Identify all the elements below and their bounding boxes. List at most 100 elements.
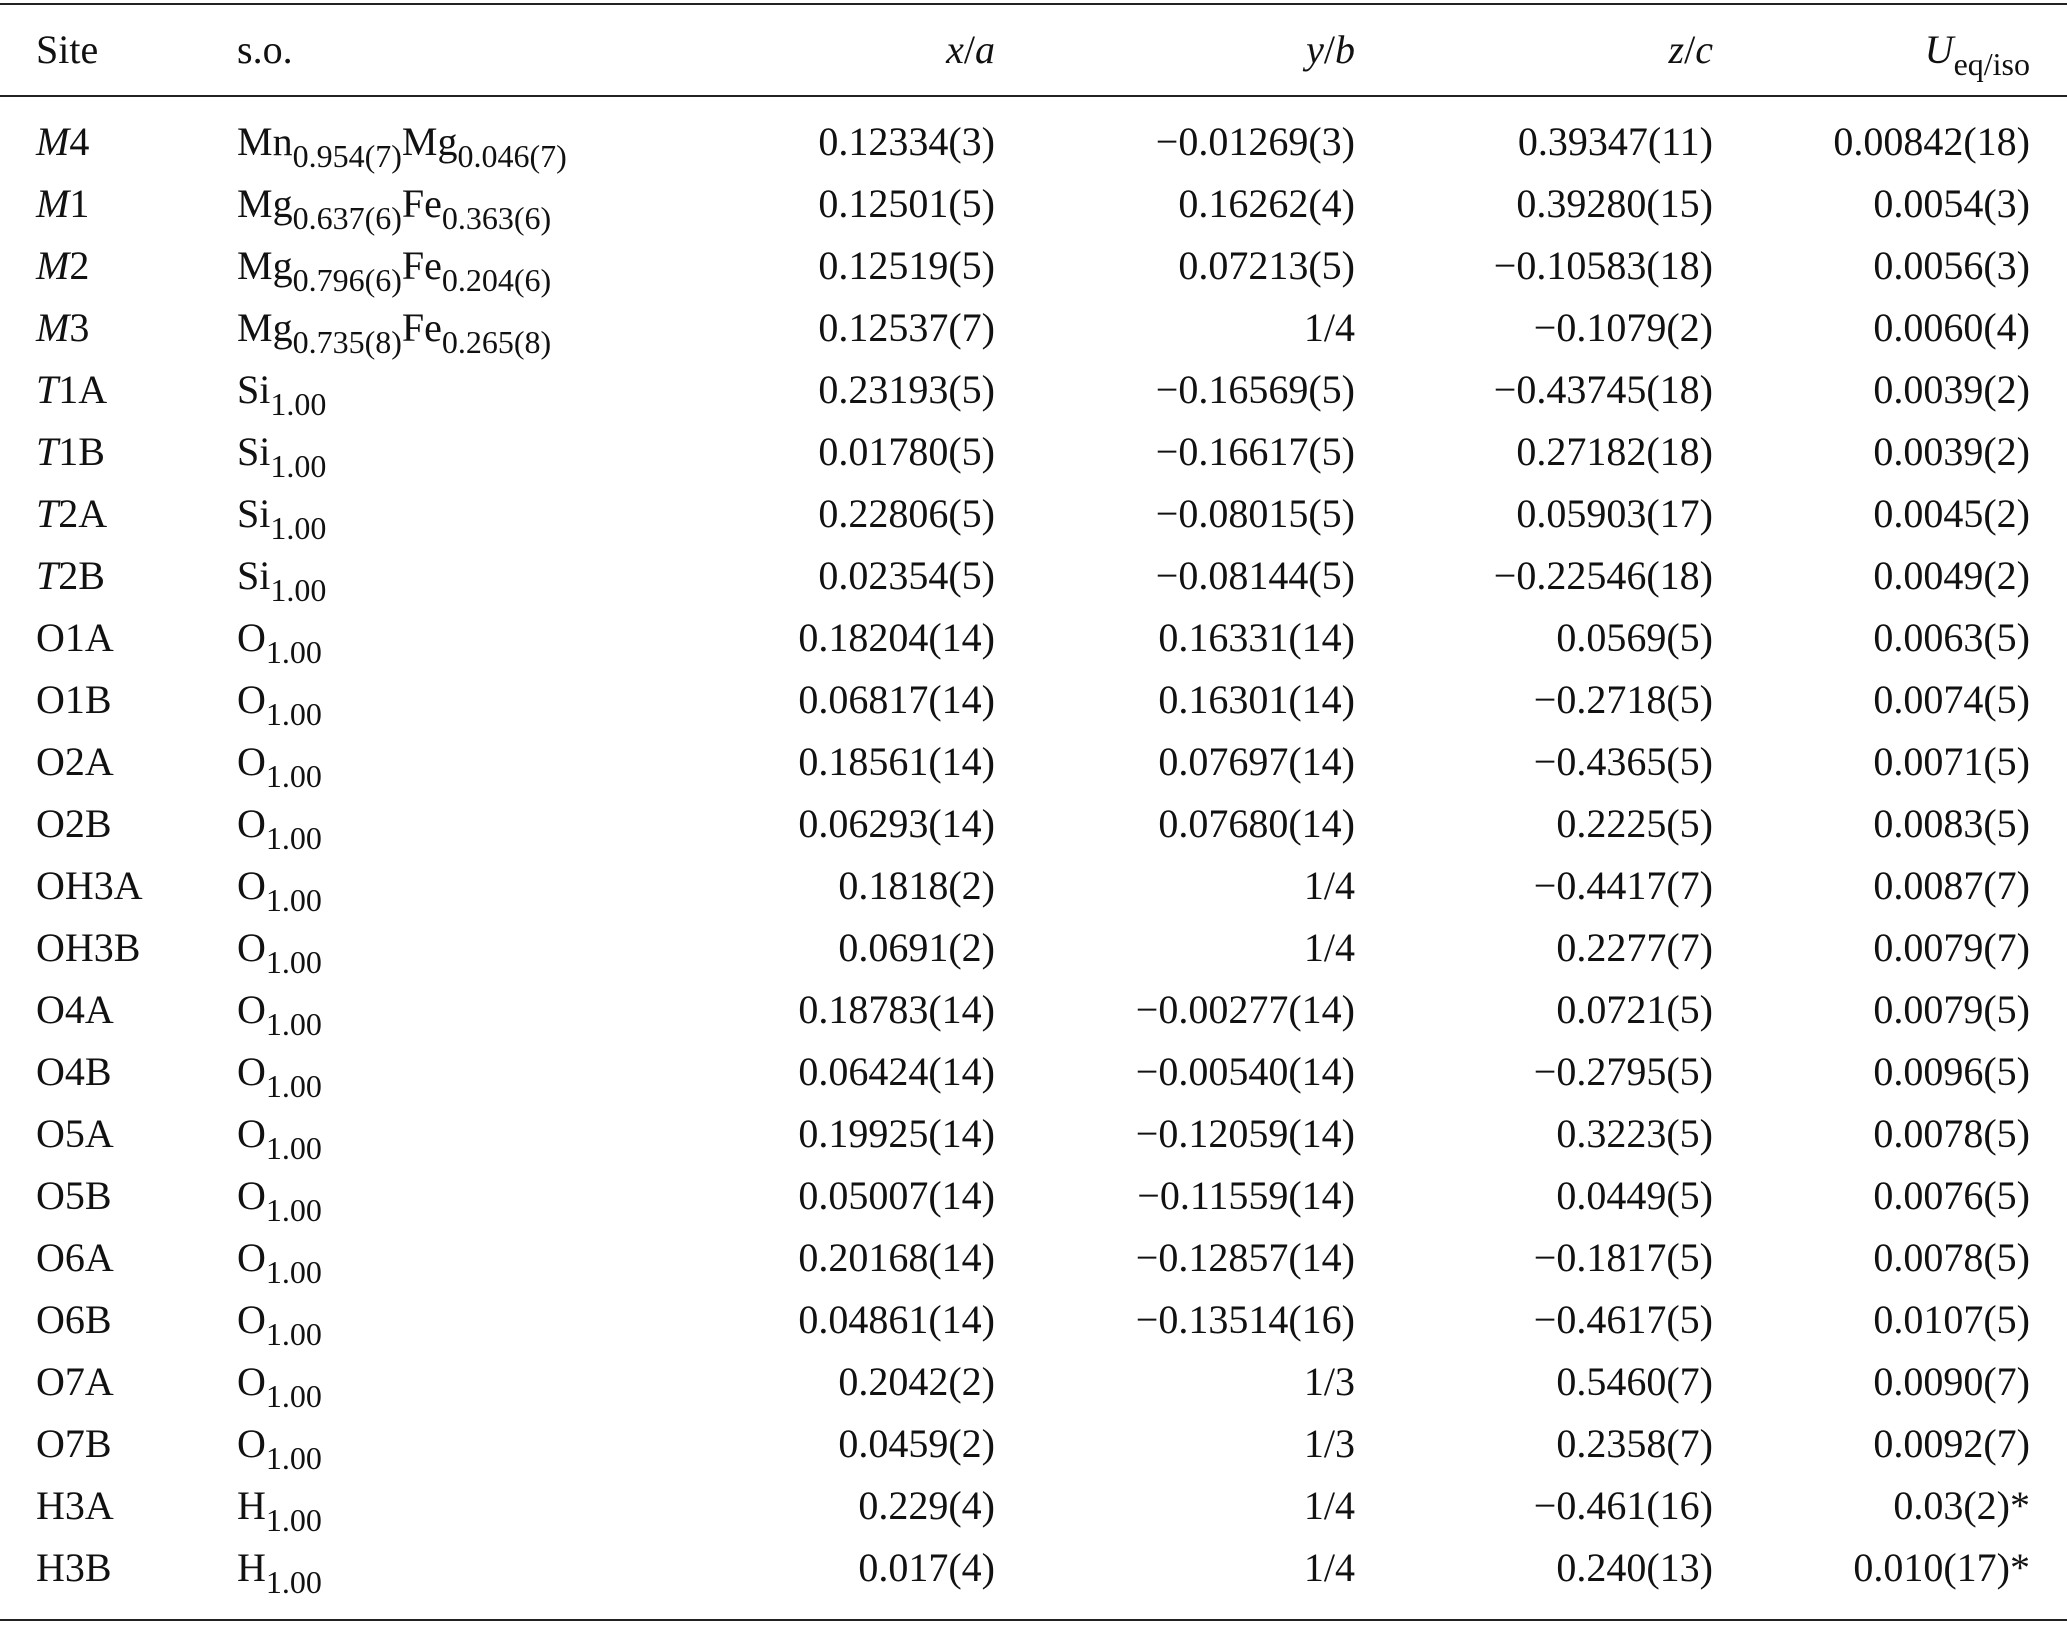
subscript: 1.00 [265,1564,322,1601]
table-cell: O1.00 [237,1165,760,1227]
table-cell: 0.1818(2) [838,863,995,908]
table-cell: 0.0079(7) [1873,925,2030,970]
table-cell: 0.0076(5) [1873,1173,2030,1218]
coordinates-table: Site s.o. x/a y/b z/c Ueq/iso M4 Mn0.954(7)Mg0… [0,3,2067,1621]
table-cell: 0.22806(5) [818,491,995,536]
table-row: M3 Mg0.735(8)Fe0.265(8) 0.12537(7) 1/4 −0.10… [0,297,2067,359]
table-cell: 0.5460(7) [1556,1359,1713,1404]
table-cell: 0.05007(14) [798,1173,995,1218]
table-cell: 0.07680(14) [1158,801,1355,846]
table-cell: O4B [36,1049,112,1094]
table-cell: O1.00 [237,1227,760,1289]
subscript: 0.796(6) [292,262,402,299]
table-cell: 0.0039(2) [1873,367,2030,412]
table-cell: H1.00 [237,1537,760,1620]
table-cell: 1/3 [1303,1359,1355,1404]
table-row: O1A O1.00 0.18204(14) 0.16331(14) 0.0569(5) 0… [0,607,2067,669]
table-cell: −0.12059(14) [1135,1111,1355,1156]
subscript: 1.00 [265,882,322,919]
table-cell: 0.0090(7) [1873,1359,2030,1404]
table-cell: 0.240(13) [1556,1545,1713,1590]
table-cell: 0.0449(5) [1556,1173,1713,1218]
table-cell: Mg0.735(8)Fe0.265(8) [237,297,760,359]
text: s.o. [237,27,293,72]
table-cell: 0.06293(14) [798,801,995,846]
table-cell: M2 [0,235,237,297]
italic-text: c [1695,27,1713,72]
table-cell: 0.00842(18) [1833,119,2030,164]
text: O [237,1111,266,1156]
table-cell: O1.00 [237,1289,760,1351]
table-cell: −0.00277(14) [1135,987,1355,1032]
text: H [237,1483,266,1528]
table-cell: −0.00540(14) [1135,1049,1355,1094]
table-cell: 0.229(4) [858,1483,995,1528]
text: / [1684,27,1696,72]
table-cell: 0.2277(7) [1556,925,1713,970]
subscript: 0.046(7) [457,138,567,175]
text: O [237,739,266,784]
text: O [237,925,266,970]
table-cell: 0.18561(14) [798,739,995,784]
text: 1A [58,367,108,412]
table-cell: 0.0056(3) [1873,243,2030,288]
table-row: OH3A O1.00 0.1818(2) 1/4 −0.4417(7) 0.0087(7) [0,855,2067,917]
subscript: 1.00 [265,1006,322,1043]
italic-text: z [1668,27,1685,72]
text: Si [237,429,271,474]
table-cell: 0.2042(2) [838,1359,995,1404]
table-cell: O1B [36,677,112,722]
table-cell: 0.0569(5) [1556,615,1713,660]
text: 1 [69,181,90,226]
table-cell: 0.0459(2) [838,1421,995,1466]
table-cell: 1/4 [1303,1545,1355,1590]
table-row: O4A O1.00 0.18783(14) −0.00277(14) 0.0721(5)… [0,979,2067,1041]
text: Si [237,553,271,598]
table-row: M1 Mg0.637(6)Fe0.363(6) 0.12501(5) 0.16262(… [0,173,2067,235]
table-cell: O7B [36,1421,112,1466]
table-cell: 0.0063(5) [1873,615,2030,660]
table-cell: 0.0107(5) [1873,1297,2030,1342]
table-cell: 0.0083(5) [1873,801,2030,846]
table-cell: 0.05903(17) [1516,491,1713,536]
subscript: 1.00 [265,1378,322,1415]
table-cell: 0.01780(5) [818,429,995,474]
table-cell: T2A [0,483,237,545]
text: Site [36,27,99,72]
table-cell: 1/4 [1303,305,1355,350]
table-cell: Si1.00 [237,483,760,545]
text: Fe [401,243,442,288]
table-cell: O6B [36,1297,112,1342]
text: Mg [237,243,293,288]
table-cell: 0.017(4) [858,1545,995,1590]
table-row: T2B Si1.00 0.02354(5) −0.08144(5) −0.22546(1… [0,545,2067,607]
subscript: 1.00 [265,1440,322,1477]
table-cell: −0.461(16) [1533,1483,1713,1528]
text: O [237,1049,266,1094]
table-cell: −0.01269(3) [1155,119,1355,164]
table-row: O4B O1.00 0.06424(14) −0.00540(14) −0.2795(5… [0,1041,2067,1103]
table-cell: O2A [36,739,114,784]
table-cell: O1.00 [237,979,760,1041]
text: Mn [237,119,293,164]
table-cell: 0.39347(11) [1517,119,1713,164]
table-cell: 0.2225(5) [1556,801,1713,846]
text: O [237,1235,266,1280]
table-cell: O5B [36,1173,112,1218]
table-cell: 0.16301(14) [1158,677,1355,722]
subscript: 1.00 [265,1316,322,1353]
italic-text: T [36,491,59,536]
table-cell: −0.1817(5) [1533,1235,1713,1280]
table-cell: −0.43745(18) [1493,367,1713,412]
italic-text: M [36,181,70,226]
table-cell: −0.1079(2) [1533,305,1713,350]
table-header: Site s.o. x/a y/b z/c Ueq/iso [0,4,2067,97]
table-cell: H3B [36,1545,112,1590]
column-header: Ueq/iso [1713,4,2067,97]
table-cell: −0.10583(18) [1493,243,1713,288]
table-cell: O1.00 [237,1413,760,1475]
table-cell: O1.00 [237,1041,760,1103]
table-cell: −0.08015(5) [1155,491,1355,536]
table-cell: O1.00 [237,1103,760,1165]
